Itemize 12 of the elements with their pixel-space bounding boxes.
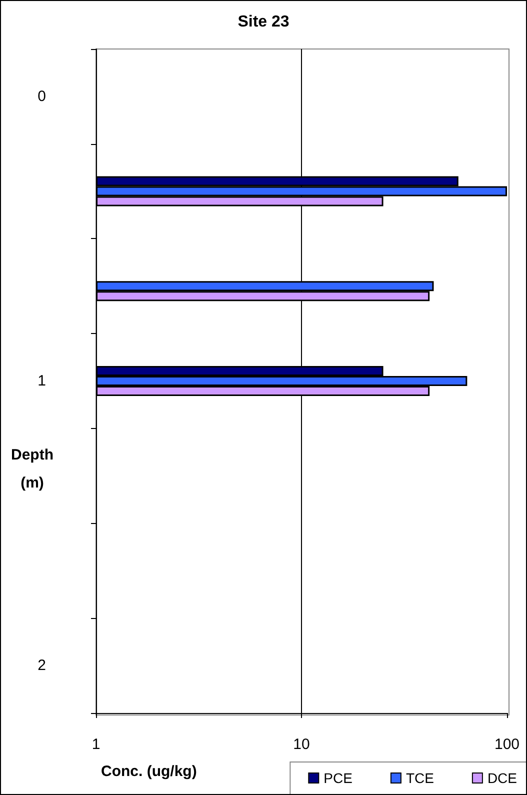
legend-label: PCE bbox=[324, 770, 352, 786]
chart-title: Site 23 bbox=[238, 14, 290, 30]
y-tick-label: 1 bbox=[38, 372, 46, 390]
y-tick-label: 0 bbox=[38, 88, 46, 105]
x-tick-label: 10 bbox=[293, 736, 310, 753]
y-axis-title: Depth (m) bbox=[11, 446, 54, 492]
legend-label: DCE bbox=[487, 770, 518, 786]
x-axis-title: Conc. (ug/kg) bbox=[101, 763, 197, 780]
x-tick-label: 1 bbox=[92, 736, 100, 753]
x-tick-label: 100 bbox=[494, 736, 520, 753]
legend-label: TCE bbox=[406, 770, 434, 786]
y-tick-label: 2 bbox=[38, 657, 46, 674]
